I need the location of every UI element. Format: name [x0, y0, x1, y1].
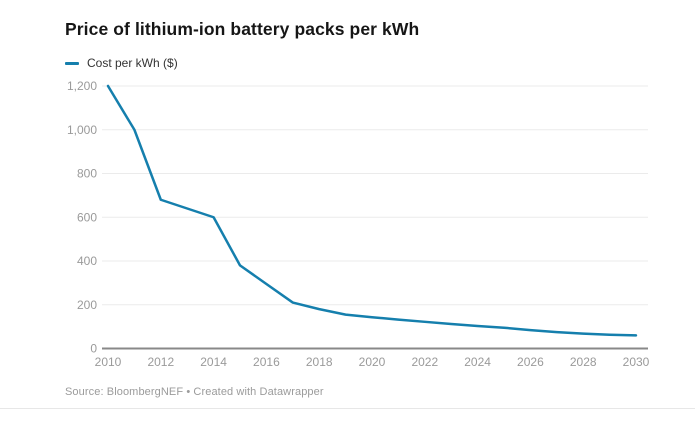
cost-per-kwh-line	[106, 84, 638, 337]
y-tick-label: 400	[77, 254, 97, 268]
y-tick-label: 1,000	[67, 123, 97, 137]
x-tick-label: 2016	[253, 355, 280, 369]
bottom-divider	[0, 408, 695, 409]
y-tick-label: 0	[90, 342, 97, 356]
source-text: Source: BloombergNEF • Created with Data…	[65, 386, 324, 398]
x-tick-label: 2012	[147, 355, 174, 369]
x-tick-label: 2020	[359, 355, 386, 369]
x-tick-label: 2010	[95, 355, 122, 369]
y-tick-label: 800	[77, 167, 97, 181]
x-tick-label: 2030	[623, 355, 650, 369]
x-tick-label: 2014	[200, 355, 227, 369]
x-tick-label: 2026	[517, 355, 544, 369]
page-title: Price of lithium-ion battery packs per k…	[65, 19, 420, 39]
y-tick-label: 600	[77, 210, 97, 224]
x-tick-label: 2028	[570, 355, 597, 369]
y-tick-label: 200	[77, 298, 97, 312]
x-tick-label: 2024	[464, 355, 491, 369]
x-tick-label: 2018	[306, 355, 333, 369]
y-tick-label: 1,200	[67, 79, 97, 93]
legend-line-swatch-icon	[65, 61, 79, 65]
legend: Cost per kWh ($)	[65, 56, 178, 70]
x-tick-label: 2022	[411, 355, 438, 369]
legend-label: Cost per kWh ($)	[87, 56, 178, 70]
